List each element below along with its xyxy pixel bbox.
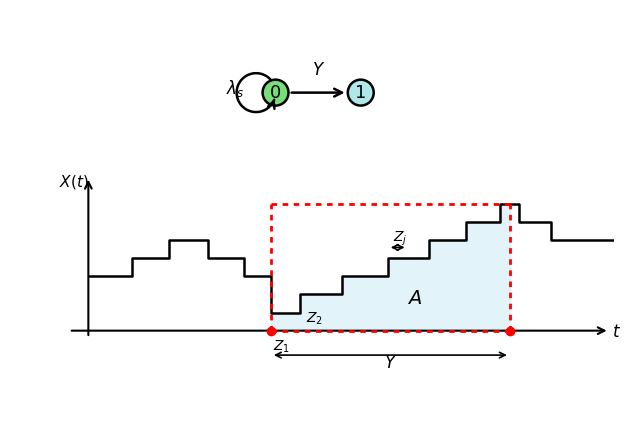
Text: $Y$: $Y$ [384,354,397,372]
Circle shape [348,80,374,106]
Polygon shape [271,204,509,330]
Text: 1: 1 [355,84,367,101]
Text: $X(t)$: $X(t)$ [59,173,88,191]
Text: $Z_j$: $Z_j$ [393,230,407,248]
Text: 0: 0 [270,84,281,101]
Text: $Z_1$: $Z_1$ [273,339,291,355]
Text: $A$: $A$ [407,288,422,308]
Text: $t$: $t$ [612,323,621,341]
Text: $Z_2$: $Z_2$ [306,311,323,327]
Text: $Y$: $Y$ [312,61,324,80]
Text: $\lambda_s$: $\lambda_s$ [225,78,244,99]
Circle shape [262,80,289,106]
